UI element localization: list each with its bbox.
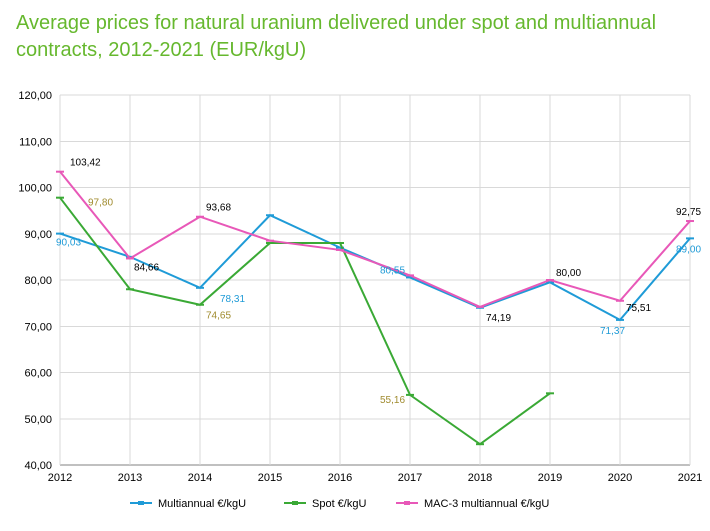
y-tick-label: 90,00 — [24, 229, 52, 241]
y-tick-label: 80,00 — [24, 275, 52, 287]
data-label: 75,51 — [626, 303, 651, 314]
x-tick-label: 2020 — [608, 472, 632, 484]
legend-item-mac3: MAC-3 multiannual €/kgU — [424, 498, 549, 510]
data-label: 71,37 — [600, 326, 625, 337]
data-label: 93,68 — [206, 203, 231, 214]
data-label: 78,31 — [220, 294, 245, 305]
x-tick-label: 2021 — [678, 472, 702, 484]
legend-item-multi: Multiannual €/kgU — [158, 498, 246, 510]
data-label: 84,66 — [134, 262, 159, 273]
data-label: 80,00 — [556, 268, 581, 279]
x-tick-label: 2013 — [118, 472, 142, 484]
y-tick-label: 120,00 — [18, 90, 52, 102]
y-tick-label: 100,00 — [18, 183, 52, 195]
uranium-price-chart: 40,00 50,00 60,00 70,00 80,00 90,00 100,00 110,… — [0, 0, 710, 531]
data-label: 103,42 — [70, 158, 101, 169]
x-tick-label: 2012 — [48, 472, 72, 484]
y-tick-label: 110,00 — [19, 136, 52, 148]
x-tick-label: 2016 — [328, 472, 352, 484]
series-line-mac3 — [60, 172, 690, 307]
x-tick-label: 2014 — [188, 472, 212, 484]
y-tick-label: 70,00 — [24, 321, 52, 333]
y-tick-label: 40,00 — [24, 460, 52, 472]
y-tick-label: 60,00 — [24, 368, 52, 380]
data-label: 97,80 — [88, 198, 113, 209]
data-label: 89,00 — [676, 244, 701, 255]
legend: Multiannual €/kgU Spot €/kgU MAC-3 multian… — [130, 498, 549, 510]
data-label: 90,03 — [56, 238, 81, 249]
data-label: 55,16 — [380, 395, 405, 406]
data-label: 74,19 — [486, 313, 511, 324]
data-label: 92,75 — [676, 207, 701, 218]
x-tick-label: 2017 — [398, 472, 422, 484]
x-tick-label: 2018 — [468, 472, 492, 484]
legend-item-spot: Spot €/kgU — [312, 498, 366, 510]
series-line-spot — [60, 198, 550, 445]
data-label: 80,55 — [380, 265, 405, 276]
x-tick-label: 2015 — [258, 472, 282, 484]
y-tick-label: 50,00 — [24, 414, 52, 426]
data-label: 74,65 — [206, 311, 231, 322]
x-tick-label: 2019 — [538, 472, 562, 484]
